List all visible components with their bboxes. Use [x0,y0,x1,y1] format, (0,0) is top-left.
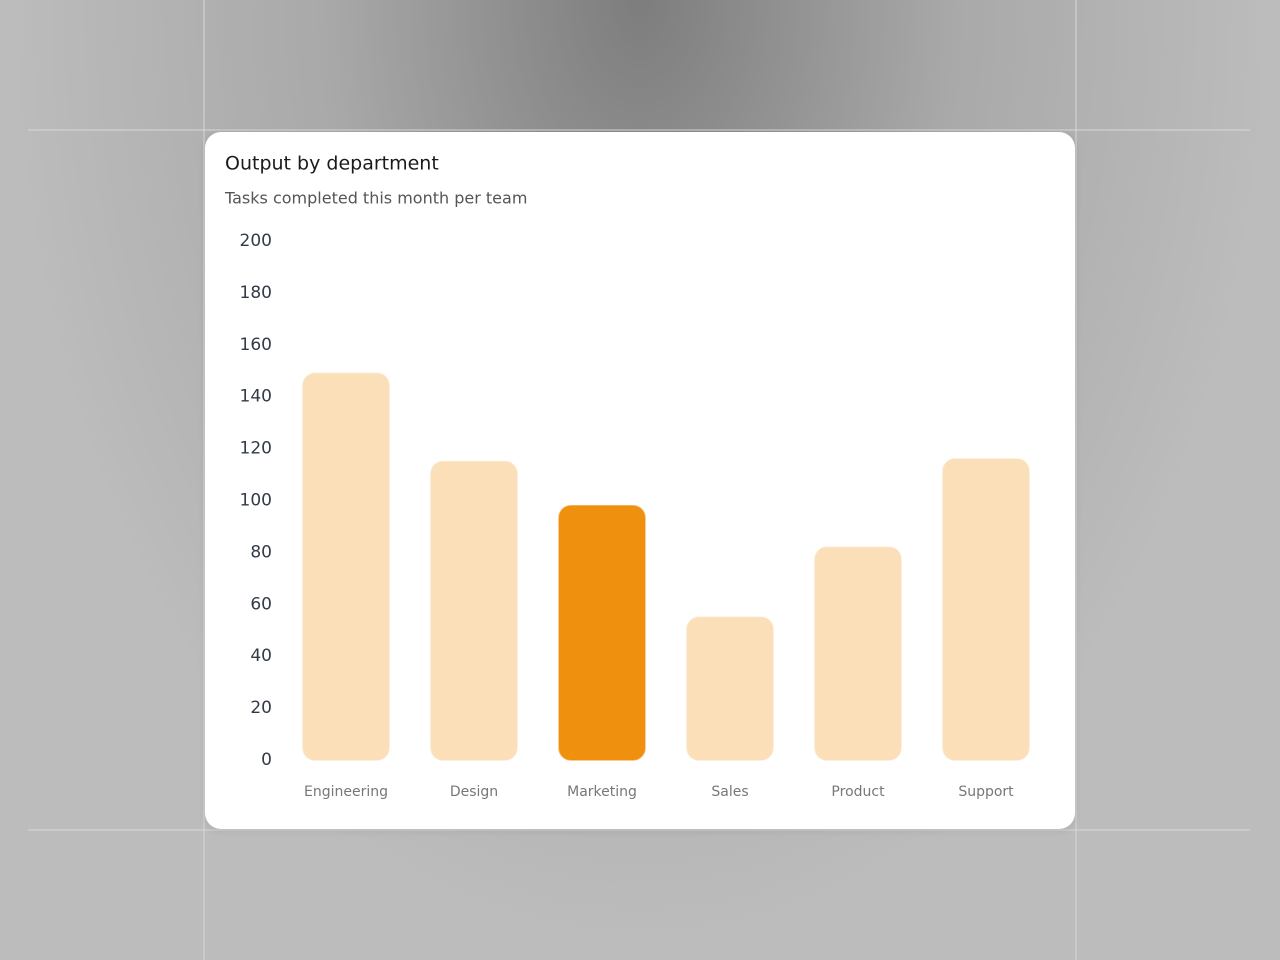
y-tick-label: 180 [240,283,272,303]
chart-title: Output by department [225,153,439,175]
y-tick-label: 140 [240,387,272,407]
bar [430,460,518,761]
y-tick-label: 120 [240,439,272,459]
bar [942,458,1030,761]
y-tick-label: 60 [250,594,272,614]
x-tick-label: Support [958,784,1014,800]
bar [558,504,646,761]
y-tick-label: 80 [250,542,272,562]
bar [302,372,390,761]
y-tick-label: 40 [250,646,272,666]
chart-subtitle: Tasks completed this month per team [224,189,527,208]
y-tick-label: 20 [250,698,272,718]
x-tick-label: Engineering [304,784,388,800]
y-tick-label: 200 [240,231,272,251]
x-tick-label: Marketing [567,784,637,800]
x-tick-label: Sales [711,784,748,800]
bar [814,546,902,761]
y-tick-label: 100 [240,491,272,511]
x-tick-label: Product [831,784,885,800]
y-tick-label: 160 [240,335,272,355]
bar [686,616,774,761]
y-tick-label: 0 [261,750,272,770]
x-tick-label: Design [450,784,498,800]
